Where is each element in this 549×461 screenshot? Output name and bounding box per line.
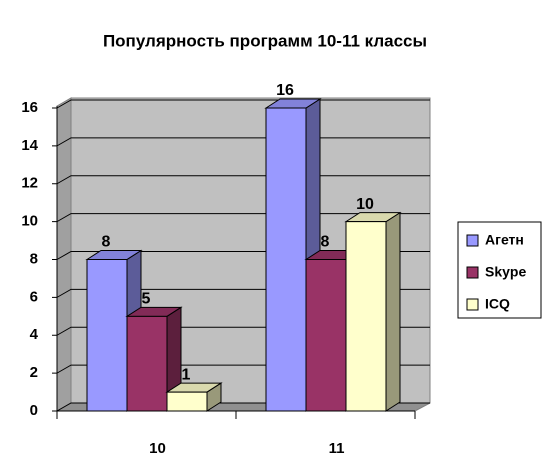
bar-front (265, 107, 307, 412)
bar-side (385, 211, 401, 412)
data-label: 5 (142, 291, 151, 308)
legend-swatch (466, 298, 479, 311)
y-tick-label: 10 (21, 213, 38, 230)
y-tick-label: 6 (30, 288, 38, 305)
bar-front (126, 315, 168, 412)
x-tick-label: 10 (149, 440, 166, 457)
bar-front (166, 391, 208, 412)
y-tick-label: 8 (30, 250, 38, 267)
y-tick-label: 2 (30, 364, 38, 381)
y-tick-label: 12 (21, 175, 38, 192)
chart-title: Популярность программ 10-11 классы (103, 31, 427, 50)
y-tick-label: 0 (30, 402, 38, 419)
y-tick-label: 16 (21, 99, 38, 116)
bar-front (86, 259, 128, 412)
legend-label: ICQ (485, 296, 510, 312)
legend-swatch (466, 266, 479, 279)
data-label: 8 (102, 234, 111, 251)
data-label: 8 (321, 234, 330, 251)
data-label: 16 (276, 82, 294, 99)
bar-front (305, 259, 347, 412)
x-tick-label: 11 (329, 440, 345, 457)
data-label: 1 (182, 366, 191, 383)
y-tick-label: 14 (21, 137, 38, 154)
legend-swatch (466, 234, 479, 247)
y-tick-label: 4 (30, 326, 39, 343)
data-label: 10 (356, 196, 374, 213)
legend-label: Skype (485, 264, 526, 280)
bar (344, 211, 402, 412)
bar-front (345, 221, 387, 412)
legend-label: Агетн (485, 232, 524, 248)
bar (165, 382, 223, 412)
